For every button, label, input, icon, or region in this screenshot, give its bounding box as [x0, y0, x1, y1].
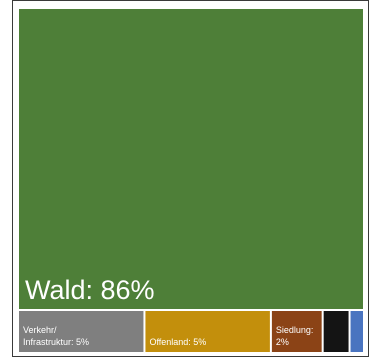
treemap-tile-verkehr-infrastruktur [19, 311, 144, 352]
treemap-label-siedlung: Siedlung: 2% [276, 325, 314, 347]
treemap-tile-small-4 [350, 311, 363, 352]
treemap-tile-siedlung [271, 311, 322, 352]
treemap-tile-wald [19, 9, 363, 309]
treemap-label-offenland: Offenland: 5% [149, 337, 206, 347]
treemap-label-wald: Wald: 86% [25, 275, 155, 305]
treemap-label-siedlung-line: Siedlung: [276, 325, 314, 335]
treemap-label-verkehr-infrastruktur-line: Verkehr/ [23, 325, 57, 335]
treemap-tile-offenland [145, 311, 270, 352]
treemap-label-offenland-line: Offenland: 5% [149, 337, 206, 347]
treemap-label-verkehr-infrastruktur: Verkehr/Infrastruktur: 5% [23, 325, 89, 347]
treemap-label-verkehr-infrastruktur-line: Infrastruktur: 5% [23, 337, 89, 347]
treemap-label-siedlung-line: 2% [276, 337, 289, 347]
treemap-tile-small-3 [323, 311, 349, 352]
